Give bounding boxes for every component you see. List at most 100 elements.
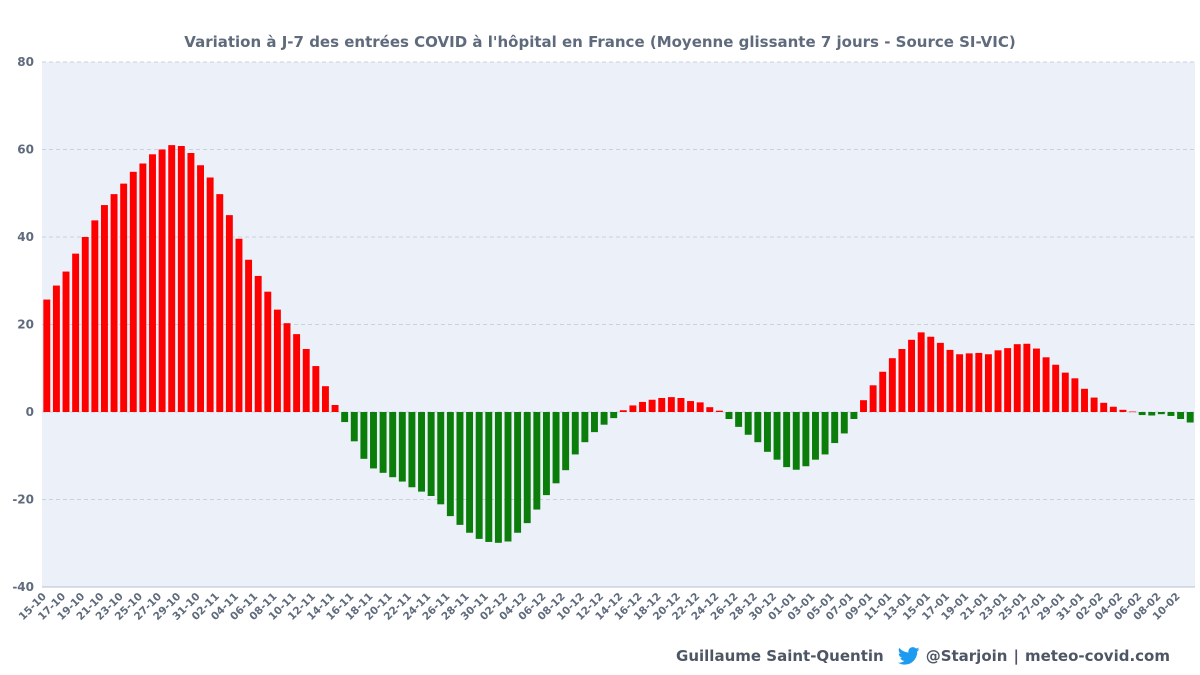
- bar: [869, 385, 877, 412]
- bar: [917, 332, 925, 412]
- bar: [264, 291, 272, 412]
- y-tick-label: -20: [12, 493, 34, 507]
- bar: [341, 412, 349, 423]
- bar: [1090, 397, 1098, 412]
- bar: [235, 238, 243, 412]
- bar: [158, 149, 166, 412]
- bar: [908, 339, 916, 412]
- bar: [408, 412, 416, 488]
- bar: [389, 412, 397, 478]
- bar: [879, 371, 887, 412]
- bar: [52, 285, 60, 412]
- bar: [523, 412, 531, 524]
- bar: [600, 412, 608, 425]
- bar: [1004, 348, 1012, 412]
- bar: [350, 412, 358, 442]
- bar: [446, 412, 454, 517]
- twitter-handle: @Starjoin: [925, 647, 1008, 665]
- bar: [696, 402, 704, 412]
- bar: [562, 412, 570, 471]
- bar: [475, 412, 483, 539]
- bar: [494, 412, 502, 543]
- bar: [504, 412, 512, 542]
- bar: [715, 410, 723, 412]
- bar: [1148, 412, 1156, 416]
- chart-title: Variation à J-7 des entrées COVID à l'hô…: [184, 33, 1016, 51]
- y-tick-label: 40: [17, 230, 34, 244]
- bar: [542, 412, 550, 496]
- bar: [206, 177, 214, 412]
- bar: [667, 397, 675, 412]
- footer: Guillaume Saint-Quentin @Starjoin | mete…: [676, 647, 1170, 665]
- site-name: meteo-covid.com: [1024, 647, 1170, 665]
- bar: [1052, 364, 1060, 412]
- bar: [485, 412, 493, 542]
- bar: [610, 412, 618, 419]
- bar: [629, 405, 637, 412]
- twitter-icon: [897, 647, 920, 665]
- bar: [312, 366, 320, 412]
- bar: [956, 354, 964, 412]
- bar: [110, 194, 118, 412]
- bar: [1119, 409, 1127, 412]
- bar: [773, 412, 781, 460]
- bar: [120, 183, 128, 412]
- bar: [860, 400, 867, 412]
- bar: [850, 412, 858, 419]
- bar: [648, 399, 656, 412]
- bar: [792, 412, 800, 470]
- bar: [379, 412, 387, 473]
- bar: [831, 412, 839, 444]
- bar: [687, 401, 695, 412]
- bar: [43, 299, 51, 412]
- bar: [994, 350, 1002, 412]
- y-tick-label: 0: [26, 405, 34, 419]
- bar: [658, 398, 666, 412]
- bar: [1100, 402, 1108, 412]
- bar: [418, 412, 425, 492]
- bar: [725, 412, 733, 419]
- bar: [514, 412, 522, 533]
- bar: [1138, 412, 1146, 416]
- bar: [245, 259, 253, 412]
- bar: [1061, 372, 1069, 412]
- bar: [936, 342, 944, 412]
- bar: [331, 405, 339, 412]
- bar: [1023, 343, 1031, 412]
- bar: [840, 412, 848, 434]
- bar: [216, 194, 224, 412]
- bar: [91, 220, 99, 412]
- bar: [187, 153, 195, 412]
- bar: [1013, 344, 1021, 412]
- bar: [1033, 348, 1040, 412]
- bar: [254, 275, 262, 412]
- bar: [783, 412, 791, 468]
- bar: [735, 412, 743, 427]
- bar: [965, 353, 973, 412]
- bar: [225, 215, 233, 412]
- bar: [552, 412, 560, 484]
- bar: [639, 401, 646, 412]
- bar: [898, 349, 906, 412]
- bar: [1109, 406, 1117, 412]
- bar: [273, 309, 281, 412]
- bar: [1157, 412, 1165, 415]
- bar: [619, 410, 627, 412]
- bar: [62, 271, 70, 412]
- bar: [581, 412, 589, 443]
- bar: [744, 412, 752, 435]
- bar: [1129, 411, 1137, 413]
- y-tick-label: 20: [17, 318, 34, 332]
- bar: [283, 323, 291, 412]
- bar: [139, 163, 147, 412]
- footer-divider: |: [1013, 647, 1019, 665]
- bar: [456, 412, 464, 525]
- bar: [1071, 378, 1079, 412]
- bar: [984, 354, 992, 412]
- y-tick-label: 60: [17, 143, 34, 157]
- bar: [927, 336, 935, 412]
- bar: [533, 412, 541, 510]
- bar: [821, 412, 829, 455]
- bar: [763, 412, 771, 452]
